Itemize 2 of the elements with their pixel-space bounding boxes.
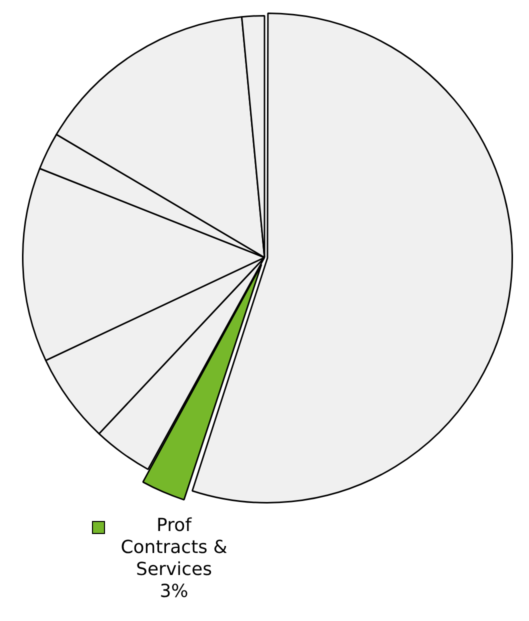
data-label: 3% xyxy=(158,581,190,603)
slice-label: Prof Contracts & Services xyxy=(120,515,228,581)
